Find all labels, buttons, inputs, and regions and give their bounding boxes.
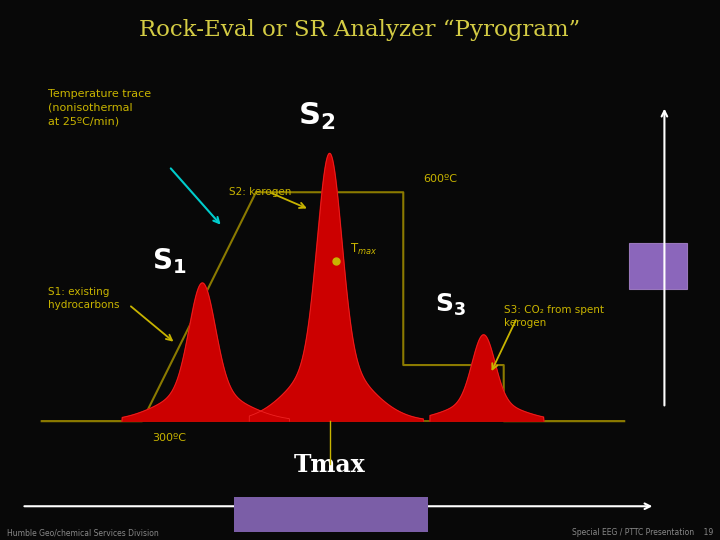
Text: S3: CO₂ from spent
kerogen: S3: CO₂ from spent kerogen [504, 305, 603, 328]
FancyBboxPatch shape [629, 243, 686, 288]
Text: Special EEG / PTTC Presentation    19: Special EEG / PTTC Presentation 19 [572, 528, 713, 537]
Text: S1: existing
hydrocarbons: S1: existing hydrocarbons [48, 287, 120, 310]
Text: S2: kerogen: S2: kerogen [229, 187, 292, 197]
Text: Tmax: Tmax [294, 454, 366, 477]
Text: 300ºC: 300ºC [152, 434, 186, 443]
Text: T$_{max}$: T$_{max}$ [350, 242, 377, 257]
Polygon shape [430, 335, 544, 421]
Text: Humble Geo/chemical Services Division: Humble Geo/chemical Services Division [7, 528, 159, 537]
Text: $\mathbf{S_1}$: $\mathbf{S_1}$ [152, 246, 186, 276]
Text: $\mathbf{S_2}$: $\mathbf{S_2}$ [297, 100, 335, 132]
Text: Temperature trace
(nonisothermal
at 25ºC/min): Temperature trace (nonisothermal at 25ºC… [48, 89, 151, 126]
Text: Yield: Yield [640, 259, 675, 272]
Polygon shape [122, 283, 289, 421]
Polygon shape [249, 153, 423, 421]
Text: $\mathbf{S_3}$: $\mathbf{S_3}$ [435, 292, 466, 318]
Text: Time (mins.): Time (mins.) [294, 507, 369, 520]
Text: Rock-Eval or SR Analyzer “Pyrogram”: Rock-Eval or SR Analyzer “Pyrogram” [140, 19, 580, 41]
Text: 600ºC: 600ºC [423, 174, 457, 184]
